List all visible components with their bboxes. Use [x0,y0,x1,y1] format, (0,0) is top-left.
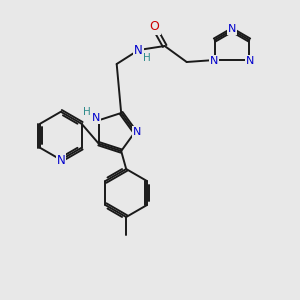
Text: N: N [246,56,254,66]
Text: N: N [228,25,236,34]
Text: O: O [150,20,160,34]
Text: N: N [133,127,141,137]
Text: H: H [83,107,91,117]
Text: N: N [134,44,143,56]
Text: N: N [92,113,100,123]
Text: N: N [209,56,218,66]
Text: H: H [143,53,151,63]
Text: N: N [56,154,65,167]
